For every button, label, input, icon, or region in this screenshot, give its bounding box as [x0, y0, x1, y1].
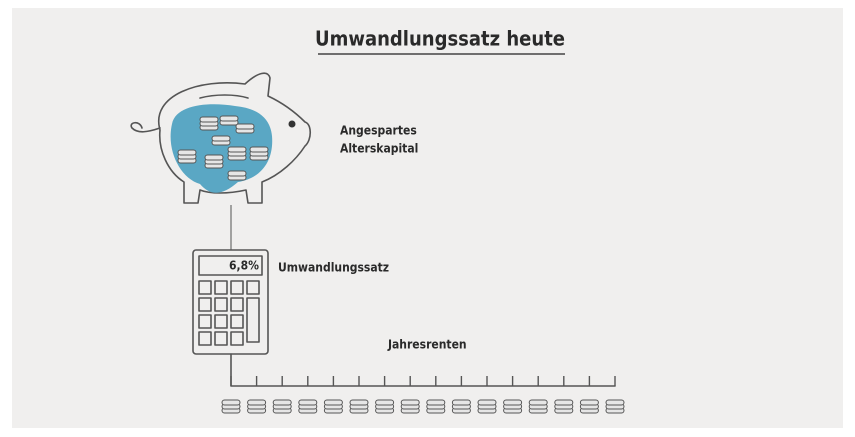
key: [214, 297, 228, 312]
pig-eye: [288, 120, 296, 128]
coin: [249, 146, 269, 153]
coin: [204, 154, 224, 161]
coin: [579, 399, 599, 406]
coin-stacks: [221, 399, 625, 414]
coin: [451, 399, 471, 406]
key: [198, 314, 212, 329]
piggy-bank: [130, 72, 312, 204]
coin: [211, 135, 231, 142]
key: [246, 297, 260, 343]
coin: [247, 399, 267, 406]
key: [230, 331, 244, 346]
key: [198, 297, 212, 312]
savings-label: Angespartes: [340, 124, 417, 138]
key: [214, 280, 228, 295]
coin: [227, 170, 247, 177]
coin: [400, 399, 420, 406]
annuities-label: Jahresrenten: [387, 338, 467, 352]
key: [198, 331, 212, 346]
coin: [375, 399, 395, 406]
coin: [554, 399, 574, 406]
pig-tail: [130, 121, 161, 133]
coin: [323, 399, 343, 406]
key: [230, 314, 244, 329]
coin: [426, 399, 446, 406]
rate: 6,8%: [229, 259, 259, 273]
coin: [227, 146, 247, 153]
key: [230, 297, 244, 312]
coin: [199, 116, 219, 123]
coins: [177, 115, 269, 181]
panel: [12, 8, 843, 428]
title: Umwandlungssatz heute: [315, 27, 565, 51]
pig-body: [157, 72, 312, 204]
key: [246, 280, 260, 295]
coin: [177, 149, 197, 156]
coin: [477, 399, 497, 406]
coin: [219, 115, 239, 122]
key: [198, 280, 212, 295]
coin: [605, 399, 625, 406]
coin: [349, 399, 369, 406]
coin-slot: [199, 94, 249, 99]
calculator-display: [198, 255, 263, 276]
key: [214, 314, 228, 329]
keys: [198, 280, 260, 346]
key: [214, 331, 228, 346]
coin: [272, 399, 292, 406]
coin: [528, 399, 548, 406]
key: [230, 280, 244, 295]
coin: [503, 399, 523, 406]
ticks: [230, 376, 616, 386]
coin: [221, 399, 241, 406]
savings-label: Alterskapital: [340, 142, 418, 156]
coin: [235, 123, 255, 130]
rate-label: Umwandlungssatz: [278, 261, 389, 275]
coin: [298, 399, 318, 406]
